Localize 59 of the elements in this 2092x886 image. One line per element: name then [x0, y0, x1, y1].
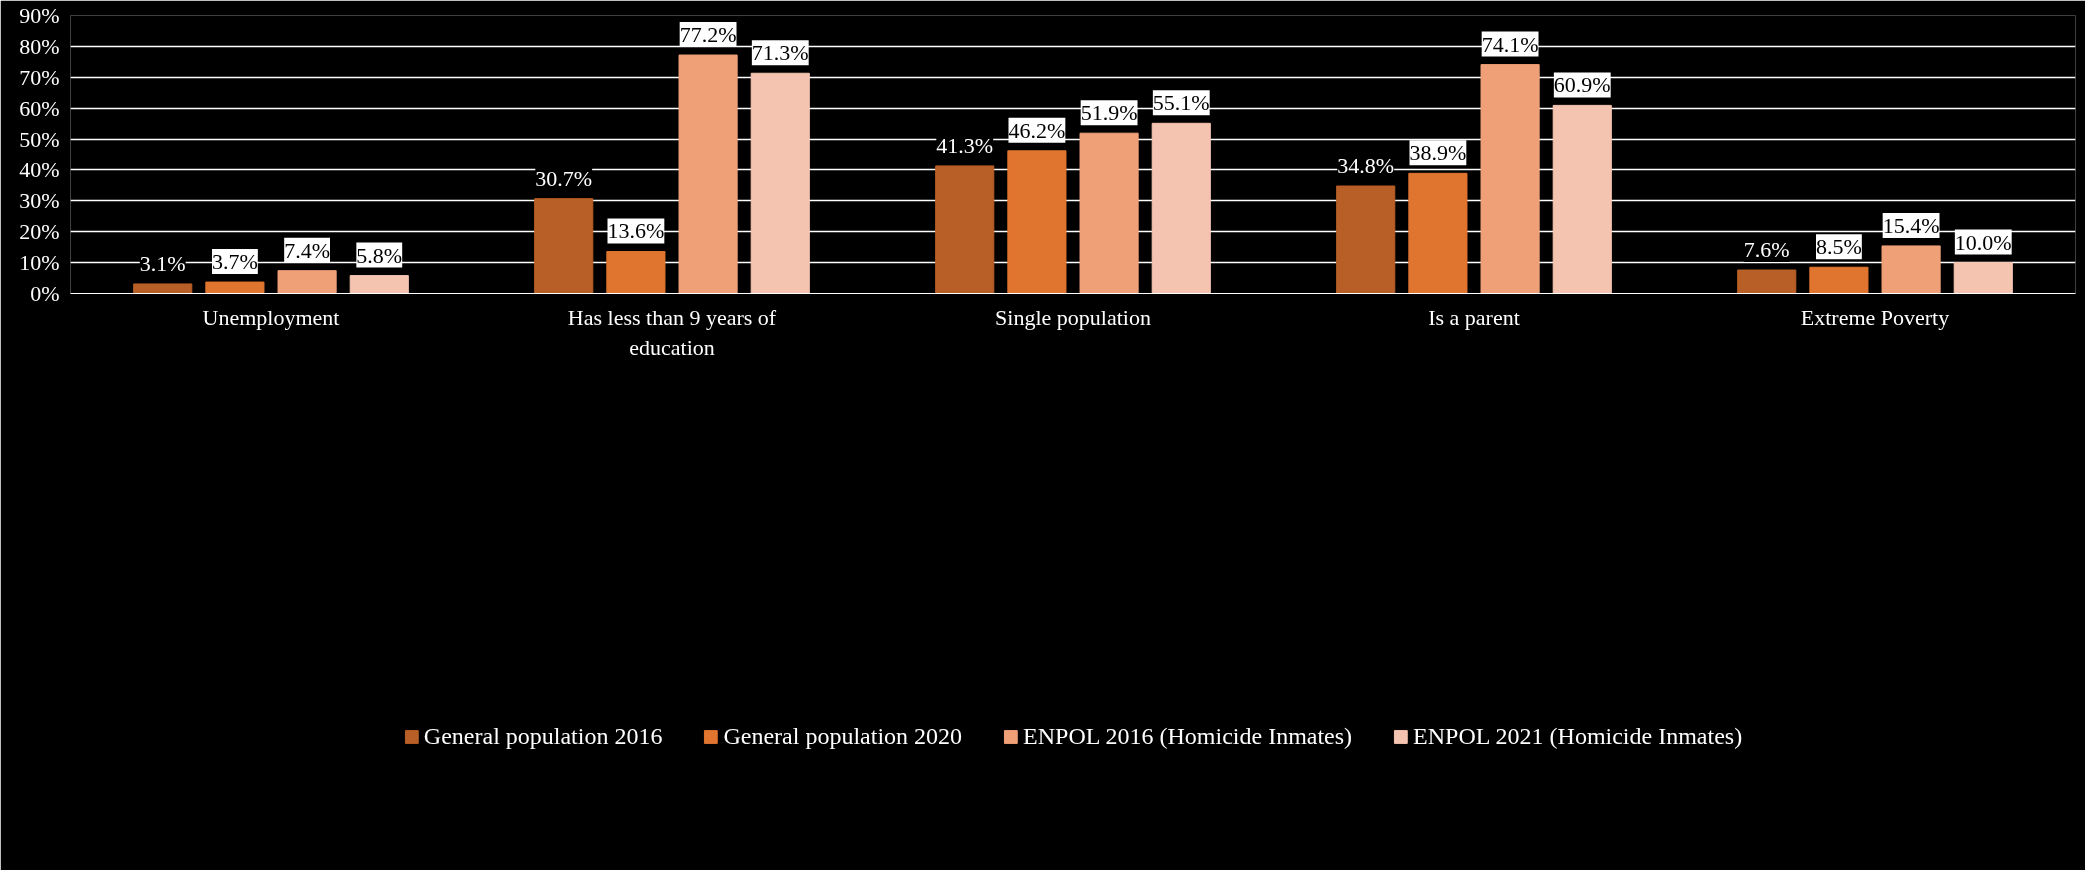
x-tick-label: Is a parent: [1428, 304, 1520, 330]
legend-label: ENPOL 2016 (Homicide Inmates): [1023, 722, 1353, 750]
bar: [750, 72, 810, 294]
bar: [1480, 64, 1540, 294]
y-tick-label: 30%: [19, 188, 60, 214]
bar: [1079, 132, 1139, 294]
bar: [1408, 172, 1468, 294]
bar: [277, 270, 337, 294]
x-tick-label: Has less than 9 years of education: [567, 304, 777, 360]
data-label: 8.5%: [1816, 234, 1862, 260]
bar: [1953, 262, 2013, 294]
y-tick-label: 70%: [19, 64, 60, 90]
bar: [133, 283, 193, 294]
y-tick-label: 80%: [19, 33, 60, 59]
x-tick-label: Unemployment: [202, 304, 340, 330]
y-tick-label: 40%: [19, 157, 60, 183]
y-tick-label: 90%: [19, 3, 60, 28]
bar: [205, 281, 265, 294]
data-label: 51.9%: [1080, 100, 1138, 126]
data-label: 7.6%: [1743, 237, 1790, 263]
data-label: 71.3%: [751, 40, 809, 66]
y-tick-label: 50%: [19, 126, 60, 152]
data-label: 41.3%: [936, 132, 994, 158]
bar: [349, 275, 409, 294]
bar: [1336, 185, 1396, 294]
data-label: 77.2%: [679, 22, 737, 48]
data-label: 60.9%: [1553, 72, 1611, 98]
data-label: 34.8%: [1337, 153, 1395, 179]
x-tick-label: Single population: [995, 304, 1151, 330]
bar: [534, 198, 594, 294]
legend-label: General population 2016: [423, 722, 663, 750]
bar: [1552, 104, 1612, 294]
y-tick-label: 20%: [19, 219, 60, 245]
bar: [1737, 269, 1797, 294]
data-label: 55.1%: [1152, 90, 1210, 116]
data-label: 7.4%: [284, 237, 331, 263]
y-tick-label: 10%: [19, 250, 60, 276]
y-tick-label: 0%: [30, 281, 60, 306]
data-label: 10.0%: [1954, 229, 2012, 255]
data-label: 30.7%: [535, 165, 593, 191]
bar: [1809, 266, 1869, 294]
legend-label: ENPOL 2021 (Homicide Inmates): [1413, 722, 1743, 750]
data-label: 15.4%: [1882, 212, 1940, 238]
data-label: 38.9%: [1409, 140, 1467, 166]
data-label: 74.1%: [1481, 31, 1539, 57]
bar: [1881, 245, 1941, 294]
bar: [935, 165, 995, 294]
x-tick-label: Extreme Poverty: [1800, 304, 1950, 330]
bar: [1151, 122, 1211, 294]
y-tick-label: 60%: [19, 95, 60, 121]
legend-label: General population 2020: [723, 722, 963, 750]
bar: [606, 250, 666, 294]
data-label: 3.1%: [139, 250, 186, 276]
bar: [1007, 150, 1067, 294]
data-label: 5.8%: [356, 242, 403, 268]
data-label: 13.6%: [607, 218, 665, 244]
bar: [678, 54, 738, 294]
data-label: 46.2%: [1008, 117, 1066, 143]
data-label: 3.7%: [212, 249, 258, 275]
